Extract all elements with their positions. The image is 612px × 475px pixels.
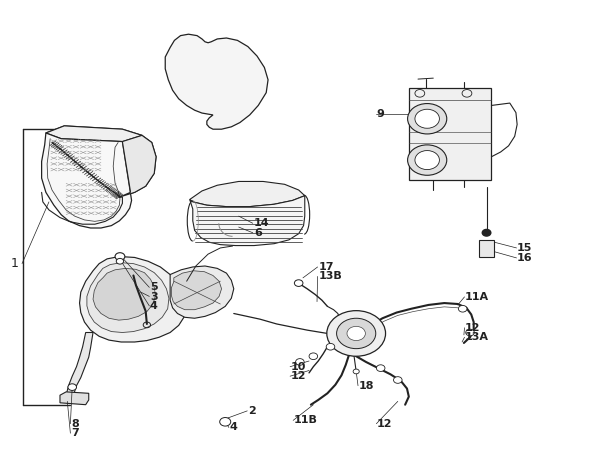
Text: 13A: 13A xyxy=(465,332,489,342)
Polygon shape xyxy=(119,135,156,197)
Polygon shape xyxy=(87,263,169,332)
Text: 15: 15 xyxy=(517,243,532,253)
Circle shape xyxy=(337,318,376,349)
Text: 11A: 11A xyxy=(465,292,489,302)
Polygon shape xyxy=(93,268,155,320)
Circle shape xyxy=(296,359,304,365)
Text: 6: 6 xyxy=(254,228,262,238)
Circle shape xyxy=(458,305,467,312)
Text: 4: 4 xyxy=(230,422,237,433)
Circle shape xyxy=(326,343,335,350)
Polygon shape xyxy=(46,126,142,142)
Text: 9: 9 xyxy=(376,109,384,119)
Text: 12: 12 xyxy=(465,323,480,333)
Polygon shape xyxy=(479,240,494,257)
Circle shape xyxy=(408,145,447,175)
Text: 12: 12 xyxy=(291,371,306,381)
Text: 13B: 13B xyxy=(318,271,342,282)
Text: 2: 2 xyxy=(248,406,256,416)
Circle shape xyxy=(115,253,125,260)
Text: 12: 12 xyxy=(377,418,392,429)
Text: 18: 18 xyxy=(359,380,374,391)
Text: 8: 8 xyxy=(71,418,79,429)
Polygon shape xyxy=(190,181,305,207)
Circle shape xyxy=(415,109,439,128)
Text: 4: 4 xyxy=(150,301,158,312)
Circle shape xyxy=(415,151,439,170)
Text: 11B: 11B xyxy=(294,415,318,426)
Polygon shape xyxy=(190,196,305,246)
Circle shape xyxy=(482,229,491,236)
Circle shape xyxy=(466,329,474,336)
Polygon shape xyxy=(171,271,222,310)
Polygon shape xyxy=(66,332,93,395)
Polygon shape xyxy=(60,392,89,405)
Text: 1: 1 xyxy=(11,257,19,270)
Text: 14: 14 xyxy=(254,218,270,228)
Polygon shape xyxy=(165,34,268,129)
Text: 17: 17 xyxy=(318,262,334,272)
Polygon shape xyxy=(80,256,187,342)
Text: 16: 16 xyxy=(517,253,533,263)
Circle shape xyxy=(294,280,303,286)
Circle shape xyxy=(408,104,447,134)
Circle shape xyxy=(327,311,386,356)
Text: 10: 10 xyxy=(291,361,306,372)
Circle shape xyxy=(220,418,231,426)
Circle shape xyxy=(116,258,124,264)
Polygon shape xyxy=(42,133,132,228)
Text: 3: 3 xyxy=(150,292,157,302)
Circle shape xyxy=(68,384,76,390)
Polygon shape xyxy=(170,266,234,318)
Circle shape xyxy=(353,369,359,374)
Text: 7: 7 xyxy=(71,428,79,438)
Polygon shape xyxy=(409,87,491,180)
Circle shape xyxy=(347,326,365,341)
Circle shape xyxy=(376,365,385,371)
Circle shape xyxy=(394,377,402,383)
Circle shape xyxy=(309,353,318,360)
Text: 5: 5 xyxy=(150,282,157,293)
